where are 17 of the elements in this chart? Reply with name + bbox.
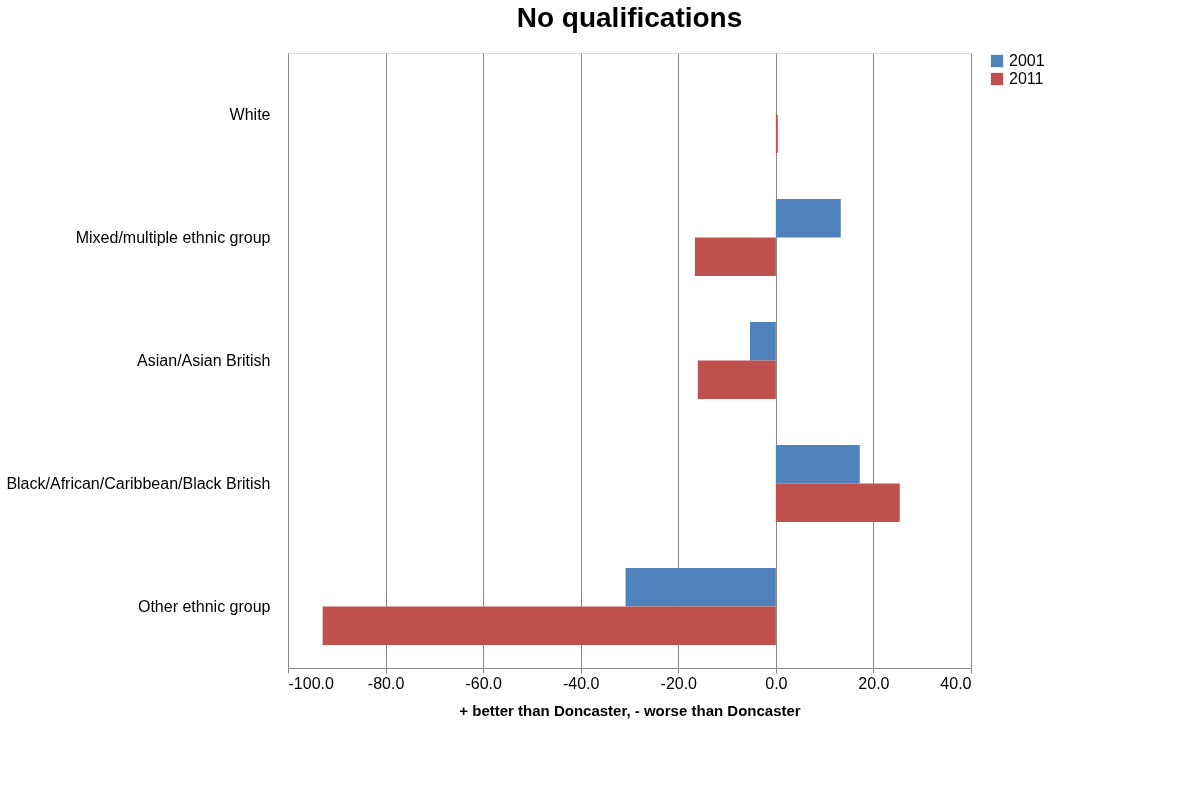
x-tick-label: 0.0 [765, 674, 788, 692]
legend-label: 2001 [1009, 52, 1045, 69]
x-tick-label: -80.0 [367, 674, 405, 692]
x-tick-label: -100.0 [288, 674, 334, 692]
y-tick-label: Other ethnic group [137, 597, 271, 615]
x-tick-label: 40.0 [940, 674, 972, 692]
y-tick-label: Black/African/Caribbean/Black British [6, 474, 271, 492]
x-tick-label: -20.0 [660, 674, 698, 692]
x-tick-label: -40.0 [562, 674, 600, 692]
y-tick-label: Mixed/multiple ethnic group [75, 228, 271, 246]
chart-title: No qualifications [516, 2, 743, 33]
x-axis-title: + better than Doncaster, - worse than Doncaster [459, 701, 801, 719]
y-tick-label: White [229, 105, 271, 123]
x-tick-label: 20.0 [858, 674, 890, 692]
x-tick-label: -60.0 [465, 674, 502, 692]
legend-label: 2011 [1009, 70, 1044, 87]
y-tick-label: Asian/Asian British [137, 351, 271, 369]
